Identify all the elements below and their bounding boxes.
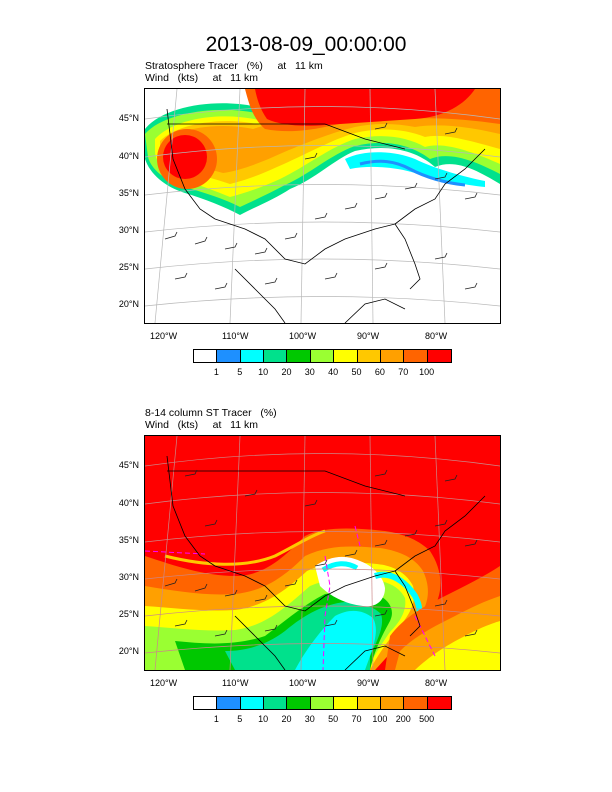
colorbar-tick-label: 1 xyxy=(213,367,219,377)
panel2-lat-label-45n: 45°N xyxy=(118,460,139,470)
colorbar-tick-label: 5 xyxy=(237,714,243,724)
colorbar-tick-label: 10 xyxy=(258,714,269,724)
panel1-lat-label-25n: 25°N xyxy=(118,262,139,272)
panel1-lon-label-110w: 110°W xyxy=(222,331,249,341)
colorbar-swatch xyxy=(427,697,451,709)
panel1-lon-label-80w: 80°W xyxy=(425,331,448,341)
panel1-lon-label-120w: 120°W xyxy=(150,331,178,341)
colorbar-swatch xyxy=(240,350,265,362)
panel2-graticule xyxy=(145,436,500,670)
panel2-lon-label-100w: 100°W xyxy=(289,678,317,688)
panel1-boundaries xyxy=(166,108,486,323)
colorbar-tick-label: 100 xyxy=(372,714,388,724)
colorbar-tick-label: 100 xyxy=(419,367,435,377)
colorbar-swatch xyxy=(264,697,288,709)
panel1-lat-label-20n: 20°N xyxy=(118,299,139,309)
colorbar-tick-label: 30 xyxy=(304,367,315,377)
colorbar-swatch xyxy=(357,697,381,709)
panel2-magenta-contours xyxy=(145,525,436,670)
colorbar-tick-label: 40 xyxy=(328,367,339,377)
colorbar-swatch xyxy=(287,697,311,709)
panel1-graticule xyxy=(145,89,500,323)
panel1-wind-barbs xyxy=(164,122,478,290)
panel1-lat-label-30n: 30°N xyxy=(118,225,139,235)
panel1-lat-label-40n: 40°N xyxy=(118,151,139,161)
panel2-lat-label-20n: 20°N xyxy=(118,646,139,656)
colorbar-swatch xyxy=(404,697,428,709)
colorbar-swatch xyxy=(217,350,241,362)
panel1-map xyxy=(144,88,501,324)
colorbar-tick-label: 70 xyxy=(398,367,409,377)
panel2-lat-label-25n: 25°N xyxy=(118,609,139,619)
colorbar-swatch xyxy=(264,350,288,362)
colorbar-swatch xyxy=(310,697,335,709)
colorbar-tick-label: 60 xyxy=(374,367,385,377)
panel2-lat-label-35n: 35°N xyxy=(118,535,139,545)
panel2-lon-label-90w: 90°W xyxy=(357,678,380,688)
colorbar-tick-label: 10 xyxy=(258,367,269,377)
colorbar-tick-label: 50 xyxy=(328,714,339,724)
panel2-lon-label-110w: 110°W xyxy=(222,678,249,688)
colorbar-tick-label: 50 xyxy=(351,367,362,377)
panel2-map xyxy=(144,435,501,671)
colorbar-swatch xyxy=(310,350,335,362)
colorbar-swatch xyxy=(194,350,218,362)
colorbar-swatch xyxy=(217,697,241,709)
main-title: 2013-08-09_00:00:00 xyxy=(205,33,407,56)
colorbar-tick-label: 5 xyxy=(237,367,243,377)
colorbar-swatch xyxy=(427,350,451,362)
colorbar-swatch xyxy=(287,350,311,362)
panel2-boundaries xyxy=(166,455,486,670)
panel2-lon-label-120w: 120°W xyxy=(150,678,178,688)
colorbar-swatch xyxy=(404,350,428,362)
panel1-lon-label-100w: 100°W xyxy=(289,331,317,341)
panel1-wind-label: Wind (kts) at 11 km xyxy=(145,72,258,84)
panel2-field-label: 8-14 column ST Tracer (%) xyxy=(145,407,277,419)
panel1-colorbar xyxy=(193,349,452,363)
panel2-lat-label-40n: 40°N xyxy=(118,498,139,508)
colorbar-swatch xyxy=(194,697,218,709)
panel2-wind-barbs xyxy=(164,469,478,637)
colorbar-tick-label: 20 xyxy=(281,714,292,724)
panel1-lat-label-35n: 35°N xyxy=(118,188,139,198)
colorbar-swatch xyxy=(380,350,405,362)
colorbar-tick-label: 500 xyxy=(419,714,435,724)
panel2-lat-label-30n: 30°N xyxy=(118,572,139,582)
colorbar-swatch xyxy=(334,697,358,709)
colorbar-swatch xyxy=(334,350,358,362)
panel2-wind-label: Wind (kts) at 11 km xyxy=(145,419,258,431)
colorbar-tick-label: 200 xyxy=(395,714,411,724)
colorbar-swatch xyxy=(380,697,405,709)
colorbar-tick-label: 30 xyxy=(304,714,315,724)
colorbar-swatch xyxy=(357,350,381,362)
panel2-lon-label-80w: 80°W xyxy=(425,678,448,688)
colorbar-tick-label: 1 xyxy=(213,714,219,724)
panel1-field-label: Stratosphere Tracer (%) at 11 km xyxy=(145,60,323,72)
panel1-lon-label-90w: 90°W xyxy=(357,331,380,341)
colorbar-tick-label: 20 xyxy=(281,367,292,377)
colorbar-tick-label: 70 xyxy=(351,714,362,724)
colorbar-swatch xyxy=(240,697,265,709)
panel2-colorbar xyxy=(193,696,452,710)
panel1-lat-label-45n: 45°N xyxy=(118,113,139,123)
